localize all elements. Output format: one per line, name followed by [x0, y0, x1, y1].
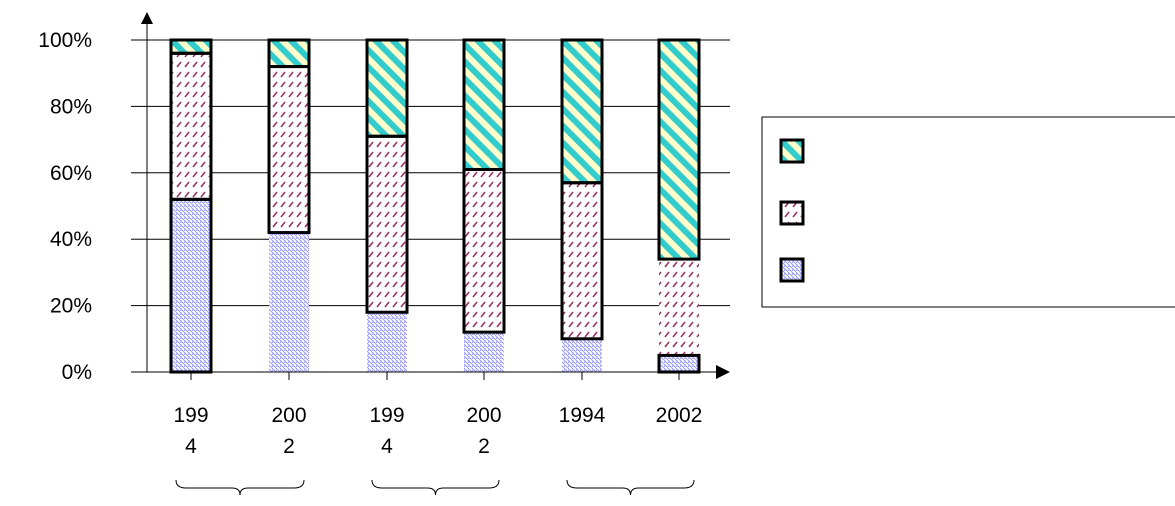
x-tick-label: 4 — [185, 435, 197, 458]
gridlines — [147, 39, 730, 307]
group-braces — [175, 479, 695, 496]
legend-swatch — [779, 200, 805, 226]
bar-segment-series-3 — [171, 40, 211, 54]
bar-segment-series-2 — [367, 136, 407, 313]
x-tick-label: 2 — [283, 435, 295, 458]
legend — [761, 116, 1175, 308]
x-tick-label: 2002 — [656, 404, 703, 427]
y-tick-label: 60% — [50, 162, 92, 185]
group-brace — [371, 479, 500, 496]
bar-segment-series-3 — [562, 40, 602, 183]
bar-segment-series-2 — [659, 259, 699, 356]
y-tick-label: 0% — [62, 361, 92, 384]
bar-segment-series-2 — [269, 66, 309, 233]
y-tick-label: 80% — [50, 95, 92, 118]
y-axis-arrow — [141, 12, 153, 24]
x-tick-label: 199 — [173, 404, 208, 427]
bar-segment-series-2 — [562, 182, 602, 339]
x-tick-label: 1994 — [559, 404, 606, 427]
x-axis-arrow — [716, 365, 730, 379]
bar-outlines — [169, 38, 701, 374]
bar-segment-outline — [267, 38, 311, 69]
axes — [131, 12, 730, 379]
group-brace — [566, 479, 695, 496]
x-tick-label: 200 — [466, 404, 501, 427]
bar-segment-series-3 — [464, 40, 504, 170]
legend-swatch — [779, 138, 805, 164]
bars — [171, 40, 699, 372]
bar-segment-series-1 — [659, 355, 699, 372]
bar-segment-series-3 — [659, 40, 699, 260]
y-tick-label: 100% — [38, 29, 92, 52]
bar-segment-series-3 — [367, 40, 407, 137]
bar-segment-series-1 — [269, 232, 309, 372]
legend-swatch — [779, 257, 805, 283]
y-tick-label: 40% — [50, 228, 92, 251]
bar-segment-series-1 — [562, 338, 602, 372]
bar-segment-series-1 — [171, 199, 211, 372]
y-tick-labels: 0% 20% 40% 60% 80% 100% — [38, 29, 147, 384]
legend-frame — [761, 116, 1175, 308]
group-brace — [175, 479, 305, 496]
x-tick-label: 200 — [271, 404, 306, 427]
bar-segment-series-1 — [367, 312, 407, 372]
y-tick-label: 20% — [50, 295, 92, 318]
bar-segment-series-3 — [269, 40, 309, 67]
bar-segment-series-1 — [464, 332, 504, 372]
bar-segment-outline — [365, 38, 409, 138]
bar-segment-outline — [462, 38, 506, 171]
bar-segment-series-2 — [464, 169, 504, 333]
bar-segment-outline — [657, 38, 701, 261]
x-tick-label: 199 — [369, 404, 404, 427]
bar-segment-outline — [169, 38, 213, 55]
x-tick-label: 4 — [381, 435, 393, 458]
bar-segment-series-2 — [171, 53, 211, 200]
x-tick-label: 2 — [478, 435, 490, 458]
bar-segment-outline — [560, 38, 604, 185]
